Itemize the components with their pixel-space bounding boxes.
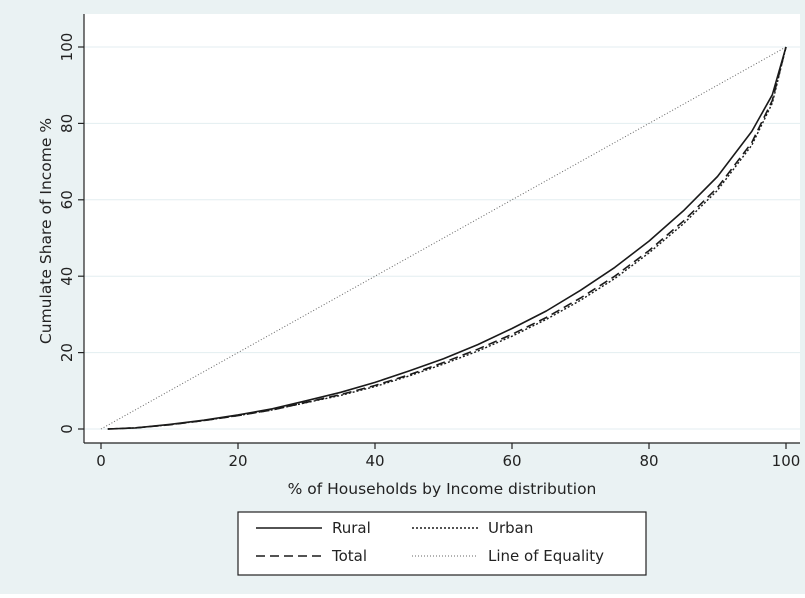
legend-item-rural: Rural <box>256 519 371 537</box>
x-tick-label-60: 60 <box>502 452 521 470</box>
x-tick-label-80: 80 <box>639 452 658 470</box>
grid-lines <box>84 46 800 430</box>
legend-box <box>237 511 647 576</box>
y-tick-label-100: 100 <box>58 33 76 62</box>
legend-label-rural: Rural <box>332 519 371 537</box>
x-tick-label-0: 0 <box>96 452 106 470</box>
x-tick-label-100: 100 <box>772 452 801 470</box>
y-tick-label-20: 20 <box>58 343 76 362</box>
x-axis-label: % of Households by Income distribution <box>288 480 597 498</box>
x-tick-label-20: 20 <box>228 452 247 470</box>
y-tick-label-80: 80 <box>58 114 76 133</box>
legend: Rural Urban Total Line of Equality <box>237 511 647 576</box>
x-tick-label-40: 40 <box>365 452 384 470</box>
legend-item-line-of-equality: Line of Equality <box>412 547 604 565</box>
legend-label-line-of-equality: Line of Equality <box>488 547 604 565</box>
plot-area <box>84 14 800 443</box>
legend-label-total: Total <box>331 547 367 565</box>
y-axis-label: Cumulate Share of Income % <box>37 118 55 344</box>
legend-item-total: Total <box>256 547 367 565</box>
series-lines <box>100 46 787 430</box>
legend-label-urban: Urban <box>488 519 533 537</box>
y-tick-label-0: 0 <box>58 424 76 434</box>
series-line-rural <box>107 46 787 430</box>
axes: 0 20 40 60 80 100 0 20 40 60 80 100 <box>58 14 800 470</box>
legend-item-urban: Urban <box>412 519 533 537</box>
y-tick-label-60: 60 <box>58 190 76 209</box>
y-tick-label-40: 40 <box>58 267 76 286</box>
